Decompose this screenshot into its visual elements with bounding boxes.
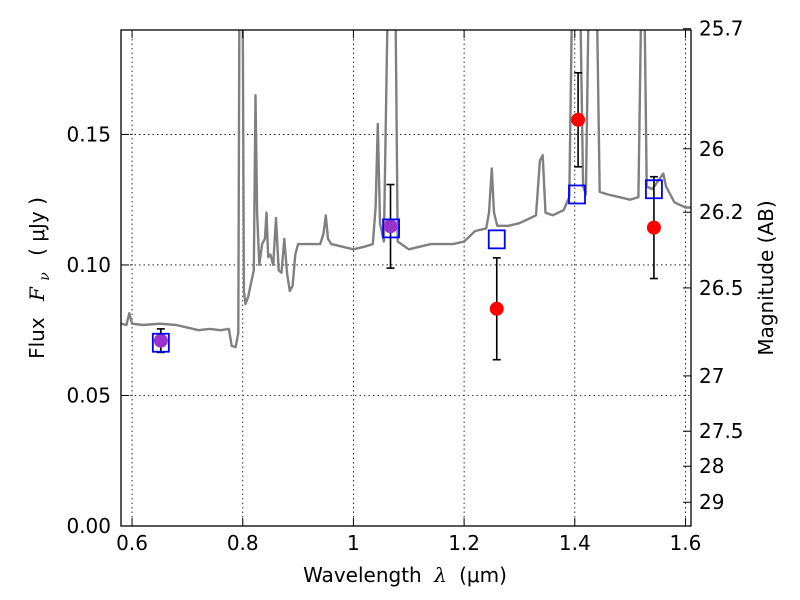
y2-tick-label: 26.2	[699, 200, 744, 224]
y2-tick-label: 28	[699, 454, 724, 478]
x-axis-label: Wavelength λ (μm)	[303, 563, 507, 587]
observed-point	[571, 112, 586, 127]
y2-tick-label: 27.5	[699, 419, 744, 443]
y2-tick-label: 26.5	[699, 276, 744, 300]
x-tick-label: 1.2	[448, 531, 480, 555]
y-axis-label-subscript: ν	[37, 272, 53, 281]
y2-tick-label: 29	[699, 490, 724, 514]
synthetic-square	[645, 179, 663, 200]
y-tick-label: 0.05	[66, 383, 111, 407]
y2-tick-label: 25.7	[699, 17, 744, 41]
observed-point	[153, 333, 168, 348]
synthetic-square	[568, 184, 586, 205]
y-tick-label: 0.00	[66, 514, 111, 538]
grid-lines	[121, 30, 691, 527]
synthetic-square	[382, 218, 400, 239]
plot-frame	[120, 29, 692, 527]
y-axis-label-unit: ( μJy )	[25, 197, 49, 256]
x-tick-label: 1	[347, 531, 360, 555]
series-layer	[121, 30, 691, 361]
observed-point	[489, 301, 504, 316]
x-tick-label: 0.6	[116, 531, 148, 555]
observed-point	[383, 219, 398, 234]
model-spectrum-line	[121, 30, 691, 349]
y2-tick-label: 26	[699, 137, 724, 161]
observed-point	[646, 220, 661, 235]
x-tick-label: 1.6	[670, 531, 702, 555]
x-tick-label: 1.4	[559, 531, 591, 555]
x-axis-label-unit: (μm)	[459, 563, 507, 587]
synthetic-square	[151, 332, 170, 353]
y2-axis-label: Magnitude (AB)	[754, 200, 778, 355]
axis-layer: 0.6 0.8 1 1.2 1.4 1.6 0.00 0.05 0.10 0.15 25.7 26 26…	[66, 17, 743, 555]
y-axis-label-symbol: F	[25, 286, 49, 302]
y-axis-label-text: Flux	[25, 317, 49, 359]
x-axis-label-text: Wavelength	[303, 563, 422, 587]
x-tick-label: 0.8	[227, 531, 259, 555]
synthetic-square	[487, 229, 506, 250]
y-tick-label: 0.15	[66, 122, 111, 146]
y-axis-label: Flux F ν ( μJy )	[25, 197, 54, 359]
y2-tick-label: 27	[699, 364, 724, 388]
y-tick-label: 0.10	[66, 253, 111, 277]
x-axis-label-symbol: λ	[433, 563, 447, 587]
